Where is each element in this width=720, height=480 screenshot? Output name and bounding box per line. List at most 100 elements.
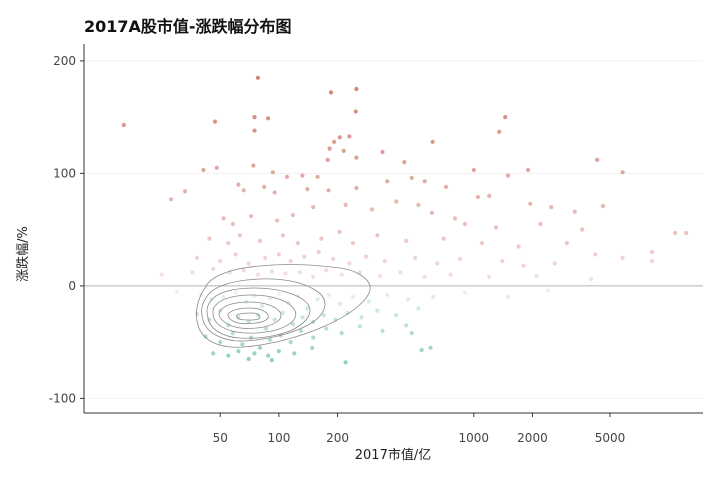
x-axis-label: 2017市值/亿 [355,447,431,463]
data-point-44 [409,175,414,180]
data-point-176 [249,335,254,340]
data-point-105 [500,259,505,264]
data-point-168 [359,315,364,320]
data-point-56 [290,212,295,218]
data-point-185 [357,324,362,329]
density-contour-5 [218,301,282,329]
y-axis-label: 涨跌幅/% [15,226,31,282]
data-point-7 [354,86,359,92]
data-point-145 [366,299,372,304]
data-point-101 [382,259,387,264]
x-tick-label-2: 200 [326,431,349,445]
data-point-96 [302,254,307,259]
data-point-62 [429,210,434,215]
data-point-121 [377,273,382,278]
data-point-198 [292,351,297,356]
data-point-169 [375,308,380,313]
chart-title: 2017A股市值-涨跌幅分布图 [84,17,292,36]
data-point-60 [394,199,399,204]
data-point-197 [276,349,281,354]
data-point-53 [230,221,235,227]
data-point-61 [416,202,421,207]
data-point-100 [363,254,369,259]
data-point-191 [211,351,216,356]
data-point-48 [487,193,492,198]
data-point-41 [326,188,331,193]
data-point-108 [159,272,164,277]
data-point-126 [534,273,539,278]
data-point-134 [252,293,257,299]
y-tick-label-3: 200 [53,54,76,68]
data-point-33 [315,174,320,179]
data-point-123 [422,274,427,279]
data-point-193 [236,349,241,354]
data-point-73 [295,241,300,246]
data-point-160 [272,317,277,322]
data-point-17 [402,160,407,165]
data-point-143 [337,301,342,306]
data-point-173 [218,340,223,345]
data-point-68 [207,236,212,241]
data-point-149 [462,290,467,295]
data-point-167 [345,310,350,315]
data-point-184 [339,331,344,336]
data-point-72 [280,233,286,238]
data-point-186 [380,328,385,333]
data-point-36 [236,182,241,187]
data-point-114 [269,269,274,274]
data-point-52 [221,216,226,221]
data-point-93 [263,255,268,260]
grid-lines [84,60,703,399]
data-point-188 [409,331,414,336]
data-point-194 [246,356,251,362]
data-point-14 [325,157,330,162]
data-point-200 [310,345,315,350]
data-point-30 [270,170,275,175]
data-point-138 [286,300,291,305]
data-point-45 [422,179,427,184]
data-point-151 [545,288,551,293]
data-point-83 [673,230,678,236]
data-point-177 [257,345,263,350]
data-point-146 [385,292,390,297]
data-point-10 [332,139,337,144]
data-point-35 [183,189,188,194]
data-point-38 [262,184,267,189]
data-point-127 [589,277,594,282]
data-point-34 [169,197,174,202]
data-point-4 [252,128,257,133]
data-point-74 [319,236,324,241]
data-point-192 [226,353,231,358]
data-point-69 [226,241,231,246]
density-contour-7 [236,312,261,321]
data-point-65 [493,225,499,230]
density-contour-3 [206,287,311,339]
data-point-85 [649,250,655,255]
data-point-5 [266,116,271,121]
data-point-55 [275,218,280,223]
data-points [121,75,689,365]
data-point-133 [244,299,249,304]
y-tick-label-0: -100 [49,391,76,405]
data-point-102 [413,255,418,260]
density-contours [196,264,371,348]
data-point-59 [369,207,374,212]
data-point-147 [406,297,411,302]
data-point-183 [324,326,329,331]
data-point-196 [266,353,271,358]
data-point-19 [497,129,502,134]
y-tick-label-2: 100 [53,166,76,180]
data-point-47 [475,194,480,200]
data-point-32 [300,173,305,178]
data-point-15 [354,155,359,160]
data-point-49 [528,201,533,206]
data-point-174 [230,331,235,336]
density-contour-4 [212,294,297,334]
plot-area [84,60,703,399]
data-point-24 [595,157,600,162]
data-point-187 [404,323,409,328]
data-point-88 [593,252,598,257]
data-point-118 [324,268,329,273]
data-point-0 [121,122,126,128]
